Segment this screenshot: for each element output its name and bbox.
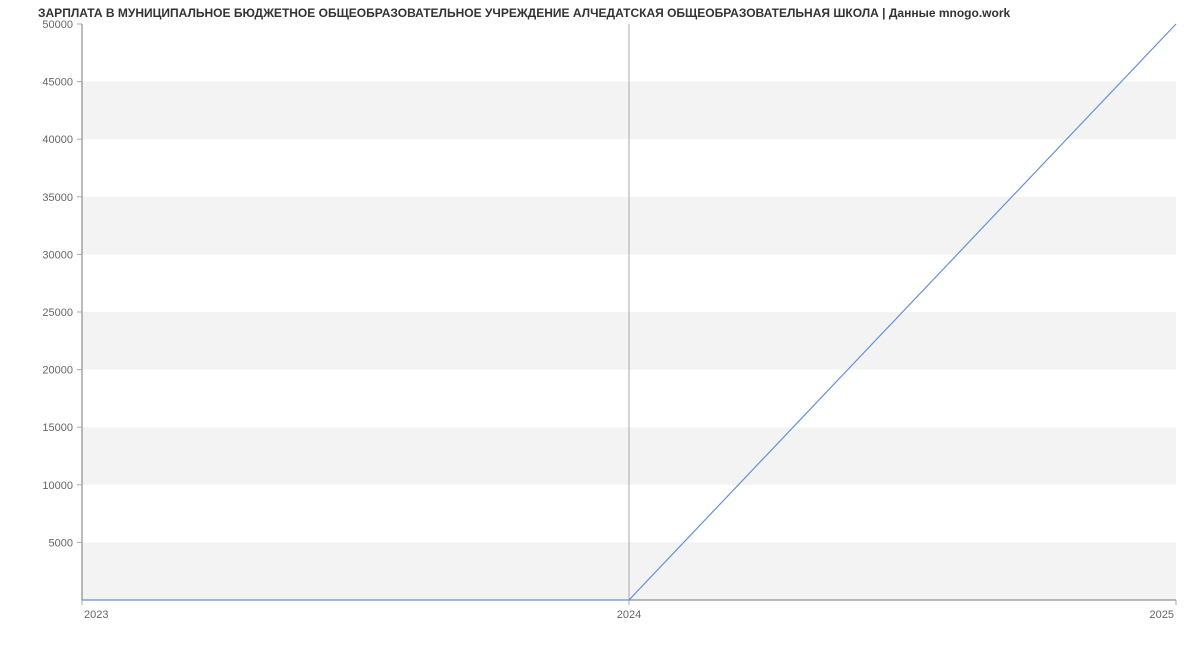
svg-text:5000: 5000 — [49, 537, 73, 549]
svg-text:45000: 45000 — [42, 77, 73, 89]
svg-text:10000: 10000 — [42, 480, 73, 492]
svg-text:25000: 25000 — [42, 307, 73, 319]
svg-text:30000: 30000 — [42, 249, 73, 261]
svg-text:15000: 15000 — [42, 422, 73, 434]
svg-text:2025: 2025 — [1150, 609, 1174, 621]
svg-text:35000: 35000 — [42, 192, 73, 204]
svg-text:2024: 2024 — [617, 609, 641, 621]
svg-text:20000: 20000 — [42, 365, 73, 377]
svg-text:2023: 2023 — [84, 609, 108, 621]
salary-line-chart: 5000 10000 15000 20000 25000 30000 35000 40000 4… — [0, 0, 1200, 650]
svg-text:50000: 50000 — [42, 19, 73, 31]
svg-text:40000: 40000 — [42, 134, 73, 146]
